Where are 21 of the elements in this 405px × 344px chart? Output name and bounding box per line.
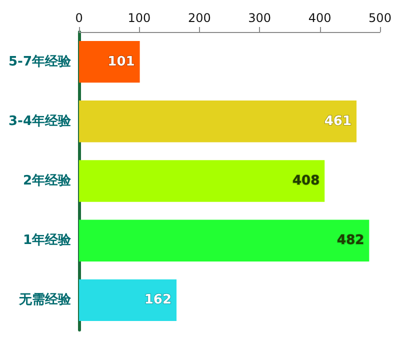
x-tick-label: 400 (308, 11, 332, 25)
data-label: 461 (324, 114, 352, 129)
y-tick-label: 3-4年经验 (8, 114, 72, 129)
y-tick-label: 5-7年经验 (8, 54, 72, 70)
y-tick-label: 1年经验 (22, 233, 72, 248)
bar (79, 160, 325, 202)
bar (79, 279, 177, 322)
data-label: 482 (337, 233, 364, 248)
y-tick-label: 无需经验 (18, 292, 72, 308)
x-tick-label: 300 (248, 11, 272, 25)
bar (79, 100, 357, 142)
x-tick-label: 500 (368, 11, 392, 25)
x-tick-label: 0 (75, 11, 83, 25)
data-label: 162 (144, 292, 172, 308)
bar (79, 220, 370, 262)
data-label: 101 (108, 54, 135, 70)
bar (79, 40, 140, 83)
data-label: 408 (292, 174, 320, 188)
x-tick-label: 100 (128, 11, 151, 25)
y-tick-label: 2年经验 (22, 174, 72, 188)
x-tick-label: 200 (188, 11, 211, 25)
